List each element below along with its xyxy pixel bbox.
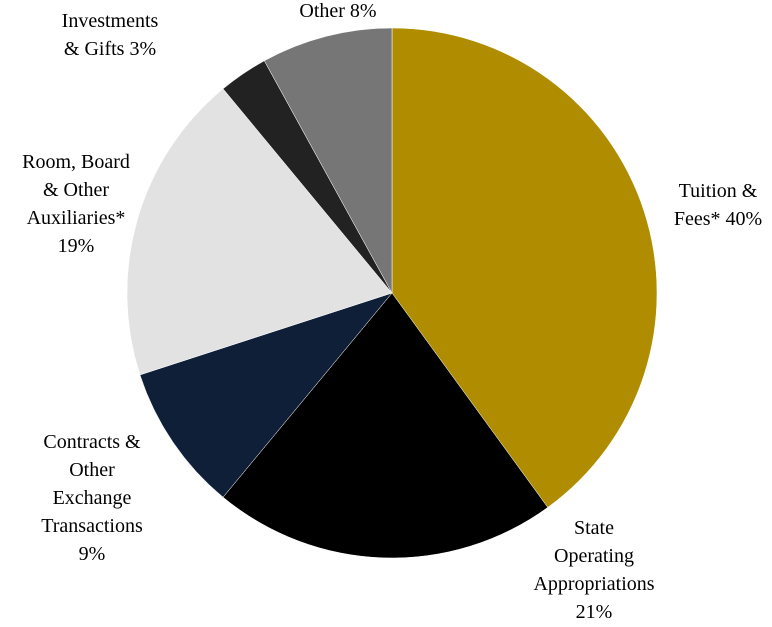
pie-slice-tuition	[391, 27, 658, 508]
pie-label-contracts: Contracts & Other Exchange Transactions 9%	[41, 431, 143, 565]
pie-slice-contracts	[139, 292, 393, 498]
pie-label-line: Contracts &	[43, 431, 141, 453]
pie-slice-state	[222, 292, 549, 559]
pie-label-other: Other 8%	[299, 0, 376, 22]
pie-label-line: Exchange	[53, 487, 132, 509]
pie-label-line: 19%	[58, 235, 95, 257]
pie-slice-room	[126, 88, 393, 376]
pie-label-line: State	[574, 517, 614, 539]
pie-label-line: & Gifts 3%	[64, 38, 156, 60]
pie-label-line: 9%	[79, 543, 106, 565]
pie-label-state: State Operating Appropriations 21%	[533, 517, 654, 623]
pie-labels: Tuition & Fees* 40% State Operating Appropri…	[22, 0, 762, 623]
pie-label-line: Appropriations	[533, 573, 654, 595]
pie-label-line: Operating	[554, 545, 634, 567]
pie-label-line: Transactions	[41, 515, 143, 537]
pie-label-line: Auxiliaries*	[27, 207, 126, 229]
pie-label-room: Room, Board & Other Auxiliaries* 19%	[22, 151, 130, 257]
pie-slice-other	[264, 27, 393, 294]
pie-label-line: Room, Board	[22, 151, 130, 173]
pie-label-line: Fees* 40%	[674, 208, 762, 230]
pie-label-line: & Other	[43, 179, 109, 201]
pie-label-line: 21%	[576, 601, 613, 623]
pie-label-line: Tuition &	[679, 180, 758, 202]
pie-label-line: Other	[69, 459, 115, 481]
pie-slices	[126, 27, 658, 559]
pie-label-investments: Investments & Gifts 3%	[62, 10, 159, 60]
pie-label-line: Investments	[62, 10, 159, 32]
pie-label-line: Other 8%	[299, 0, 376, 22]
pie-label-tuition: Tuition & Fees* 40%	[674, 180, 762, 230]
